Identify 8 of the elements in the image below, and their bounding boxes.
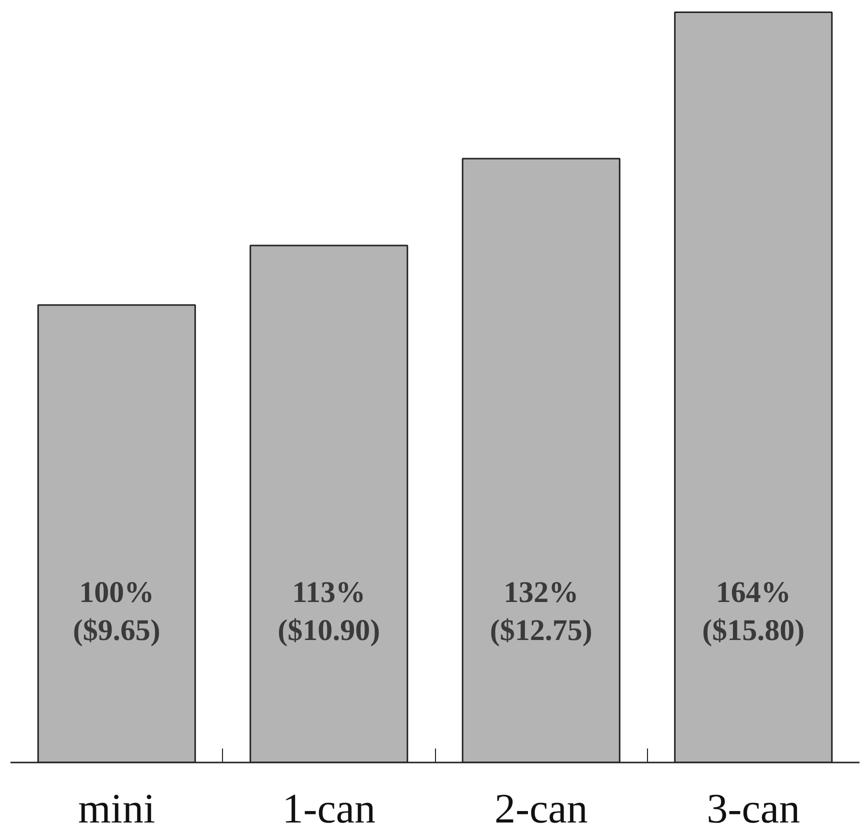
data-label: 132% ($12.75)	[490, 576, 592, 648]
data-label: 113% ($10.90)	[278, 576, 380, 648]
x-tick-label: 3-can	[706, 786, 800, 832]
data-label: 164% ($15.80)	[702, 576, 805, 648]
x-tick-label: mini	[78, 786, 156, 832]
x-tick-label: 2-can	[494, 786, 588, 832]
x-tick-label: 1-can	[282, 786, 376, 832]
data-label: 100% ($9.65)	[72, 576, 160, 648]
